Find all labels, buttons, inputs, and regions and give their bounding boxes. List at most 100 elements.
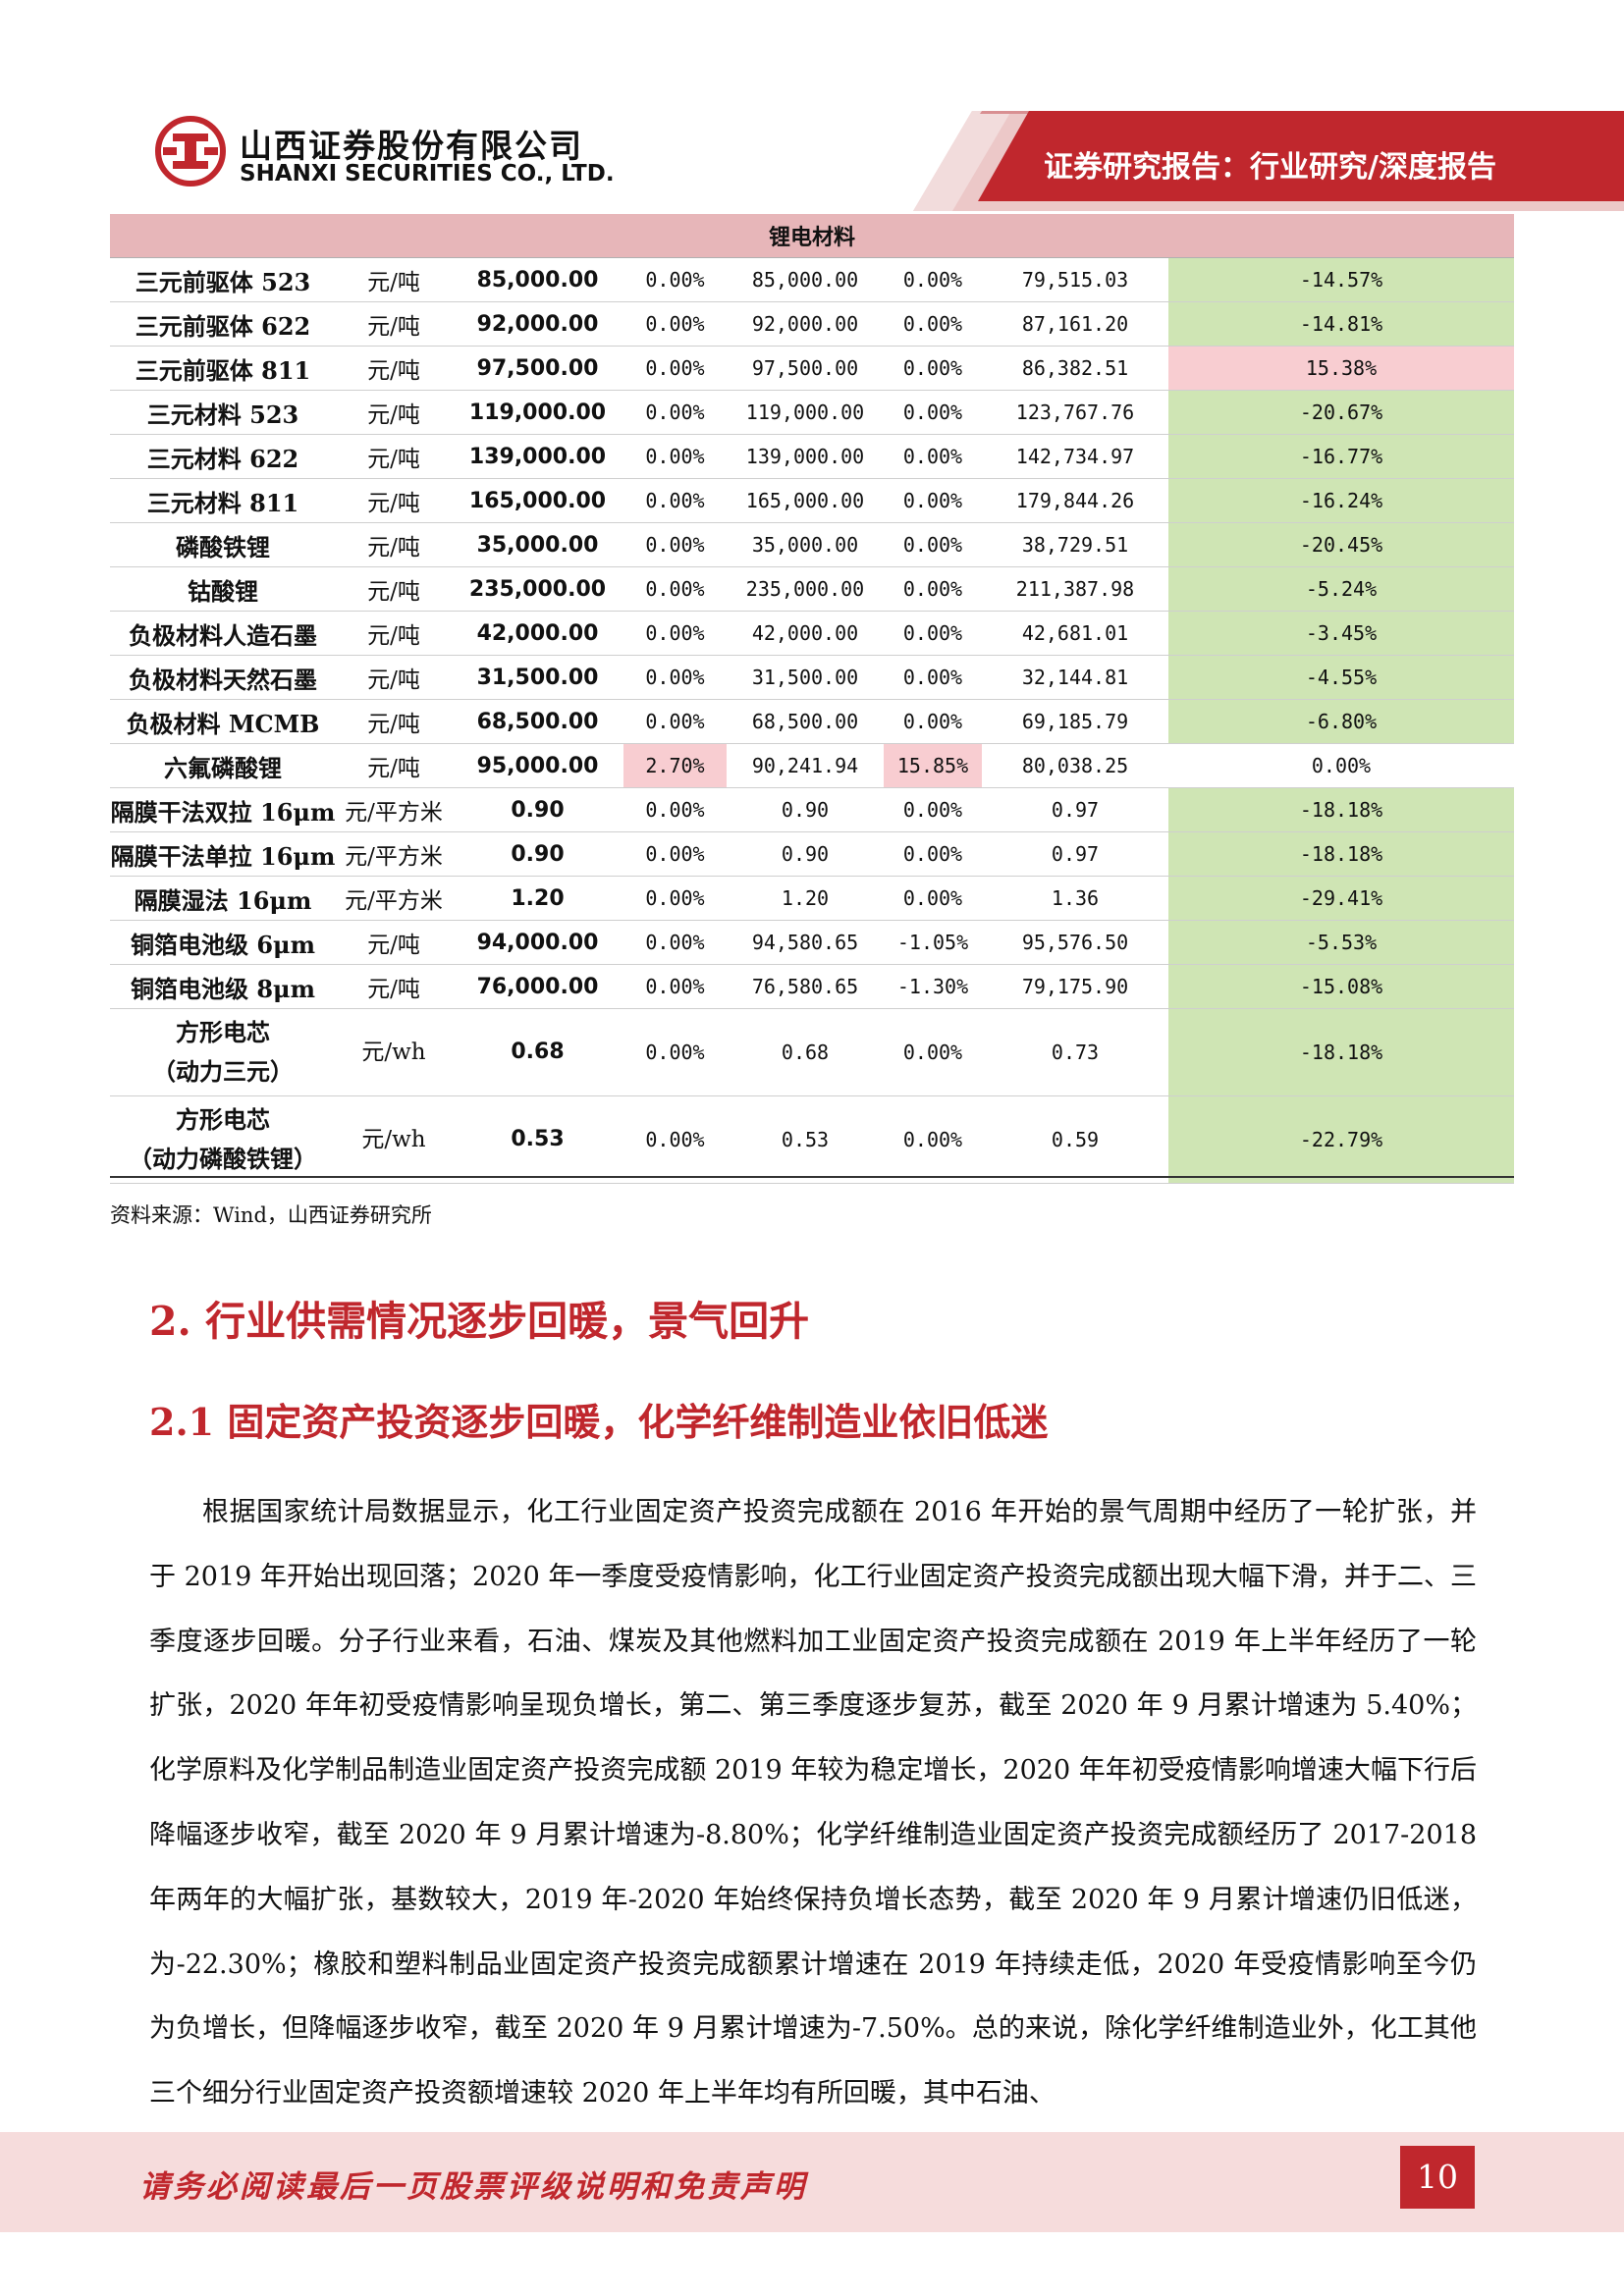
product-name: 隔膜湿法 16μm bbox=[110, 876, 336, 921]
latest-price-cell: 85,000.00 bbox=[452, 257, 623, 302]
compare-price-1-cell: 35,000.00 bbox=[727, 522, 884, 567]
compare-price-1-cell: 139,000.00 bbox=[727, 434, 884, 479]
disclaimer-notice: 请务必阅读最后一页股票评级说明和免责声明 bbox=[139, 2169, 807, 2205]
latest-price-cell: 235,000.00 bbox=[452, 566, 623, 612]
change-3-cell: -20.67% bbox=[1168, 390, 1515, 435]
product-name-line: 负极材料人造石墨 bbox=[129, 620, 317, 650]
change-3-cell: -4.55% bbox=[1168, 655, 1515, 700]
compare-price-1-cell: 68,500.00 bbox=[727, 699, 884, 744]
compare-price-2-cell: 38,729.51 bbox=[982, 522, 1168, 567]
change-3-cell: -22.79% bbox=[1168, 1095, 1515, 1184]
table-row: 钴酸锂 元/吨 235,000.00 0.00% 235,000.00 0.00% 211,… bbox=[110, 566, 1515, 612]
table-row: 三元材料 523 元/吨 119,000.00 0.00% 119,000.00 0.00… bbox=[110, 390, 1515, 435]
change-3-cell: -5.24% bbox=[1168, 566, 1515, 612]
table-row: 负极材料 MCMB 元/吨 68,500.00 0.00% 68,500.00 0.00%… bbox=[110, 699, 1515, 744]
section-heading: 2. 行业供需情况逐步回暖，景气回升 bbox=[149, 1298, 810, 1345]
change-2-cell: 0.00% bbox=[884, 301, 982, 347]
product-name-line: 方形电芯 bbox=[176, 1105, 270, 1134]
product-name: 负极材料人造石墨 bbox=[110, 611, 336, 656]
latest-price-cell: 92,000.00 bbox=[452, 301, 623, 347]
change-3-cell: -16.24% bbox=[1168, 478, 1515, 523]
change-3-cell: -20.45% bbox=[1168, 522, 1515, 567]
product-name: 三元前驱体 523 bbox=[110, 257, 336, 302]
unit-cell: 元/平方米 bbox=[336, 787, 452, 832]
product-name-line: 钴酸锂 bbox=[188, 576, 258, 606]
unit-cell: 元/吨 bbox=[336, 346, 452, 391]
change-3-cell: -14.81% bbox=[1168, 301, 1515, 347]
category-row: 锂电材料 bbox=[110, 214, 1515, 258]
latest-price-cell: 0.90 bbox=[452, 787, 623, 832]
change-1-cell: 0.00% bbox=[623, 655, 727, 700]
product-name: 隔膜干法双拉 16μm bbox=[110, 787, 336, 832]
unit-cell: 元/吨 bbox=[336, 611, 452, 656]
product-name-line: 三元前驱体 811 bbox=[135, 355, 311, 385]
compare-price-1-cell: 31,500.00 bbox=[727, 655, 884, 700]
company-name-en: SHANXI SECURITIES CO., LTD. bbox=[240, 161, 615, 187]
table-row: 三元前驱体 811 元/吨 97,500.00 0.00% 97,500.00 0.00%… bbox=[110, 346, 1515, 391]
change-1-cell: 2.70% bbox=[623, 743, 727, 788]
change-2-cell: -1.30% bbox=[884, 964, 982, 1009]
product-name: 三元材料 811 bbox=[110, 478, 336, 523]
compare-price-2-cell: 0.59 bbox=[982, 1095, 1168, 1184]
page-number: 10 bbox=[1400, 2146, 1475, 2209]
change-3-cell: -14.57% bbox=[1168, 257, 1515, 302]
table-row: 负极材料天然石墨 元/吨 31,500.00 0.00% 31,500.00 0.00% 3… bbox=[110, 655, 1515, 700]
compare-price-2-cell: 87,161.20 bbox=[982, 301, 1168, 347]
product-name-line: 隔膜湿法 16μm bbox=[134, 885, 312, 915]
product-name: 三元材料 622 bbox=[110, 434, 336, 479]
compare-price-2-cell: 0.73 bbox=[982, 1008, 1168, 1096]
product-name-line: 负极材料天然石墨 bbox=[129, 665, 317, 694]
product-name-line: 隔膜干法双拉 16μm bbox=[110, 797, 336, 827]
table-row: 铜箔电池级 6μm 元/吨 94,000.00 0.00% 94,580.65 -1.05… bbox=[110, 920, 1515, 965]
change-3-cell: -29.41% bbox=[1168, 876, 1515, 921]
change-1-cell: 0.00% bbox=[623, 964, 727, 1009]
change-2-cell: 0.00% bbox=[884, 876, 982, 921]
compare-price-1-cell: 94,580.65 bbox=[727, 920, 884, 965]
latest-price-cell: 68,500.00 bbox=[452, 699, 623, 744]
product-name: 三元材料 523 bbox=[110, 390, 336, 435]
change-3-cell: -15.08% bbox=[1168, 964, 1515, 1009]
product-name-line: 三元前驱体 622 bbox=[135, 311, 311, 341]
unit-cell: 元/吨 bbox=[336, 699, 452, 744]
company-name-cn: 山西证券股份有限公司 bbox=[240, 127, 583, 165]
table-row: 磷酸铁锂 元/吨 35,000.00 0.00% 35,000.00 0.00% 38,72… bbox=[110, 522, 1515, 567]
product-name: 负极材料 MCMB bbox=[110, 699, 336, 744]
change-2-cell: 0.00% bbox=[884, 611, 982, 656]
product-name: 铜箔电池级 8μm bbox=[110, 964, 336, 1009]
change-1-cell: 0.00% bbox=[623, 1095, 727, 1184]
table-row: 三元前驱体 622 元/吨 92,000.00 0.00% 92,000.00 0.00%… bbox=[110, 301, 1515, 347]
product-name: 钴酸锂 bbox=[110, 566, 336, 612]
change-1-cell: 0.00% bbox=[623, 699, 727, 744]
unit-cell: 元/wh bbox=[336, 1095, 452, 1184]
product-name-line: 负极材料 MCMB bbox=[126, 709, 320, 738]
latest-price-cell: 0.68 bbox=[452, 1008, 623, 1096]
product-name-line: 铜箔电池级 6μm bbox=[130, 930, 315, 959]
product-name: 三元前驱体 811 bbox=[110, 346, 336, 391]
latest-price-cell: 95,000.00 bbox=[452, 743, 623, 788]
product-name: 三元前驱体 622 bbox=[110, 301, 336, 347]
change-2-cell: 0.00% bbox=[884, 478, 982, 523]
compare-price-2-cell: 1.36 bbox=[982, 876, 1168, 921]
compare-price-1-cell: 0.68 bbox=[727, 1008, 884, 1096]
change-2-cell: -1.05% bbox=[884, 920, 982, 965]
change-2-cell: 0.00% bbox=[884, 346, 982, 391]
change-2-cell: 0.00% bbox=[884, 831, 982, 877]
unit-cell: 元/吨 bbox=[336, 301, 452, 347]
page-header: 山西证券股份有限公司 SHANXI SECURITIES CO., LTD. 证… bbox=[0, 0, 1624, 211]
compare-price-1-cell: 42,000.00 bbox=[727, 611, 884, 656]
change-1-cell: 0.00% bbox=[623, 831, 727, 877]
product-name: 方形电芯 （动力磷酸铁锂） bbox=[110, 1095, 336, 1184]
product-name: 方形电芯 （动力三元） bbox=[110, 1008, 336, 1096]
change-3-cell: 15.38% bbox=[1168, 346, 1515, 391]
change-2-cell: 0.00% bbox=[884, 787, 982, 832]
change-3-cell: -18.18% bbox=[1168, 1008, 1515, 1096]
table-row: 方形电芯 （动力磷酸铁锂） 元/wh 0.53 0.00% 0.53 0.00% 0.59 -2… bbox=[110, 1095, 1515, 1184]
product-name-line: 方形电芯 bbox=[176, 1018, 270, 1046]
latest-price-cell: 0.90 bbox=[452, 831, 623, 877]
product-name-line: 铜箔电池级 8μm bbox=[130, 974, 315, 1003]
source-note: 资料来源：Wind，山西证券研究所 bbox=[110, 1203, 432, 1227]
change-1-cell: 0.00% bbox=[623, 787, 727, 832]
unit-cell: 元/吨 bbox=[336, 964, 452, 1009]
compare-price-1-cell: 92,000.00 bbox=[727, 301, 884, 347]
compare-price-2-cell: 32,144.81 bbox=[982, 655, 1168, 700]
